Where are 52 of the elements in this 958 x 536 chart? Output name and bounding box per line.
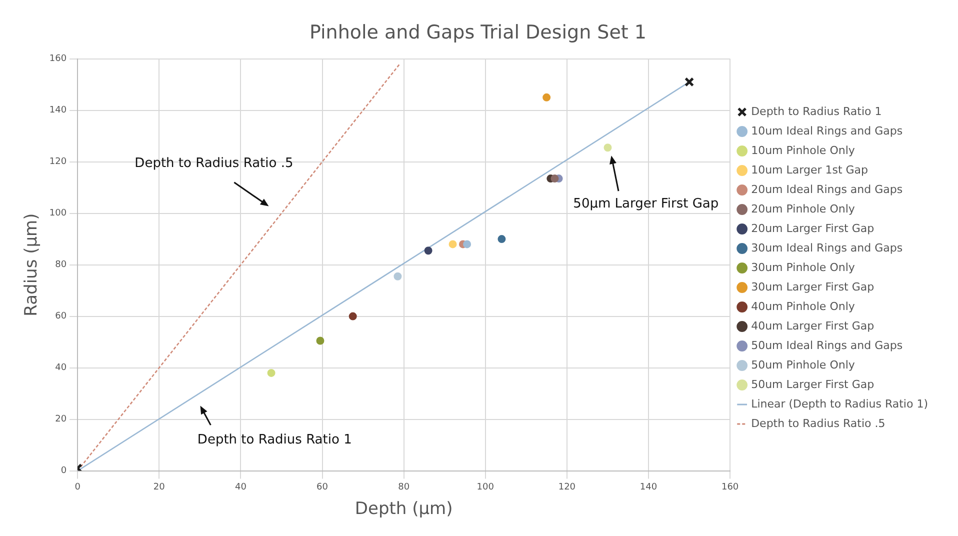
legend-label: Depth to Radius Ratio 1 [751,104,882,118]
y-tick-label: 60 [55,312,67,322]
point [463,240,472,248]
legend-label: 10um Larger 1st Gap [751,163,868,176]
x-tick-label: 40 [234,482,247,493]
annotation: Depth to Radius Ratio 1 [197,432,352,448]
legend-label: 40um Pinhole Only [751,300,856,313]
y-tick-label: 0 [60,466,67,476]
point [542,93,551,102]
y-tick-label: 160 [49,54,67,64]
y-tick-label: 100 [49,208,67,219]
legend-label: 20um Pinhole Only [751,202,856,216]
point [550,174,559,183]
legend-label: 20um Ideal Rings and Gaps [751,182,903,196]
legend-label: 20um Larger First Gap [751,222,874,235]
x-tick-label: 100 [476,482,494,493]
legend-label: Depth to Radius Ratio .5 [751,416,886,430]
legend-label: 50um Ideal Rings and Gaps [751,338,903,352]
point [604,144,612,152]
x-tick-label: 20 [153,482,166,493]
legend-label: Linear (Depth to Radius Ratio 1) [751,397,928,410]
legend-label: 10um Ideal Rings and Gaps [751,124,903,138]
x-tick-label: 60 [316,482,328,493]
legend-label: 40um Larger First Gap [751,319,874,332]
point [448,240,457,248]
legend-label: 50um Larger First Gap [751,378,874,391]
x-tick-label: 80 [398,482,410,493]
x-tick-label: 0 [74,482,81,493]
annotation: Depth to Radius Ratio .5 [134,156,294,171]
legend-label: 30um Larger First Gap [751,280,874,294]
y-tick-label: 80 [55,260,67,270]
x-tick-label: 160 [721,482,739,493]
y-tick-label: 40 [55,363,67,374]
point [394,272,402,280]
y-tick-label: 20 [55,414,67,425]
legend-label: 30um Ideal Rings and Gaps [751,241,903,254]
point [348,312,357,320]
x-tick-label: 140 [640,482,658,493]
y-tick-label: 140 [49,106,67,116]
x-axis-title: Depth (µm) [354,499,453,520]
y-tick-label: 120 [49,157,67,168]
point [498,235,506,244]
point [316,336,324,345]
point [424,246,432,255]
legend-label: 50um Pinhole Only [751,358,856,372]
legend-label: 30um Pinhole Only [751,260,856,274]
y-axis-title: Radius (µm) [22,213,42,316]
point [267,368,276,377]
legend-label: 10um Pinhole Only [751,144,856,157]
chart-title: Pinhole and Gaps Trial Design Set 1 [309,21,647,44]
x-tick-label: 120 [558,482,576,493]
annotation: 50µm Larger First Gap [573,196,719,212]
